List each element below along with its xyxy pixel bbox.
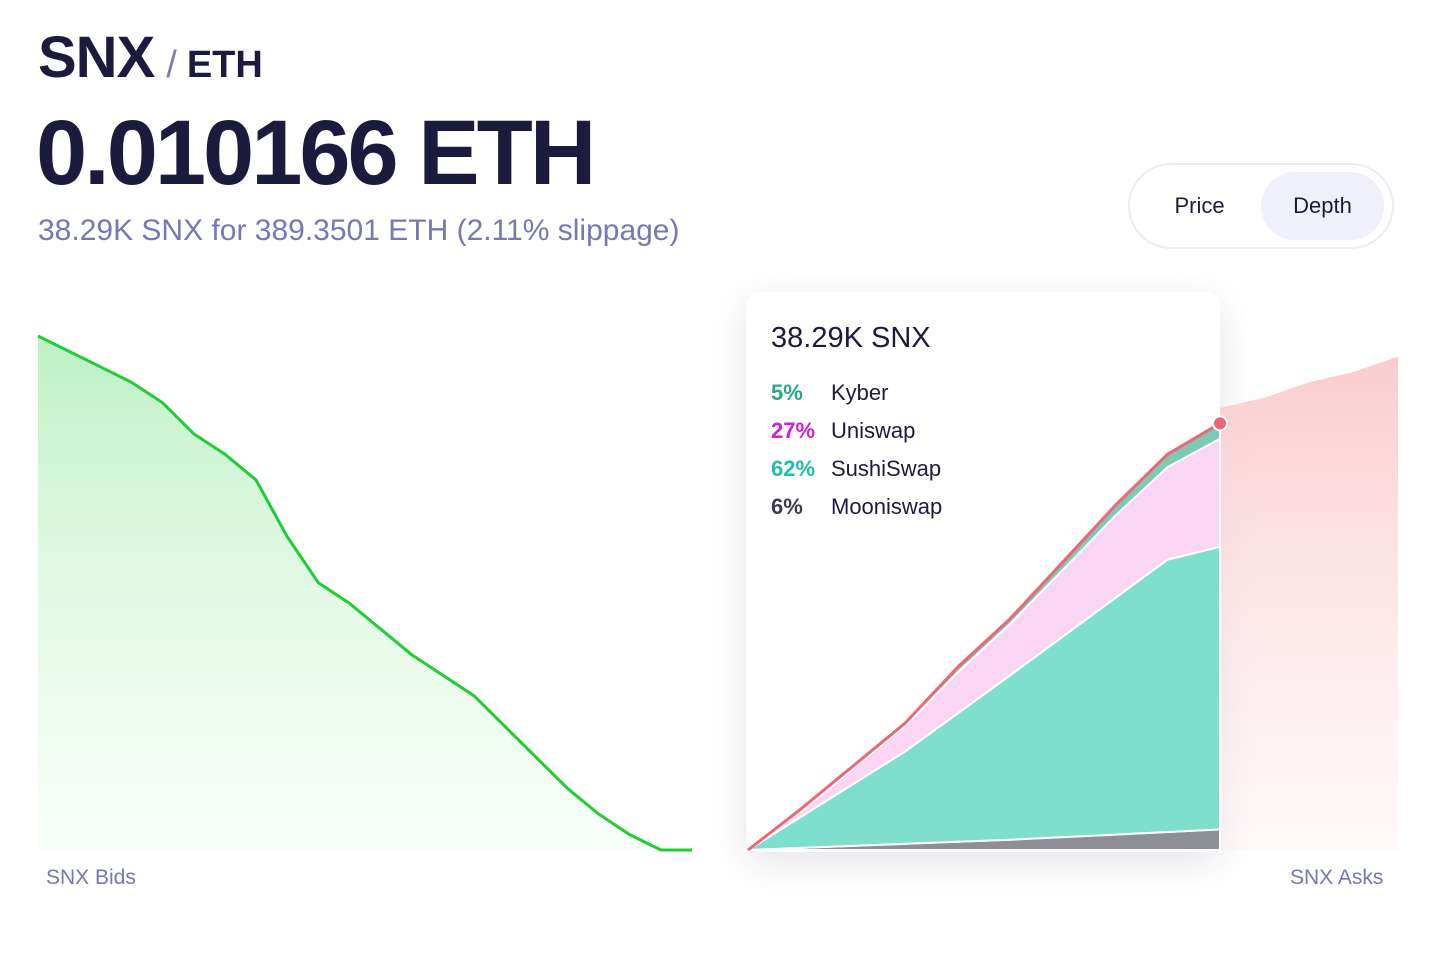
source-row-kyber: 5% Kyber: [771, 380, 888, 406]
source-name: Kyber: [831, 380, 889, 405]
source-pct: 5%: [771, 380, 803, 405]
asks-total-line: [747, 422, 1221, 852]
source-row-mooniswap: 6% Mooniswap: [771, 494, 942, 520]
source-pct: 27%: [771, 418, 816, 443]
depth-toggle-button[interactable]: Depth: [1261, 172, 1384, 240]
current-price: 0.010166 ETH: [36, 102, 596, 204]
tooltip-title: 38.29K SNX: [771, 322, 931, 354]
source-name: Uniswap: [831, 418, 916, 443]
source-row-uniswap: 27% Uniswap: [771, 418, 915, 444]
source-pct: 6%: [771, 494, 803, 519]
asks-axis-label: SNX Asks: [1290, 866, 1384, 889]
pair-header: SNX / ETH: [38, 24, 263, 91]
bids-area: [38, 336, 692, 850]
source-name: SushiSwap: [831, 456, 942, 481]
chart-mode-toggle: Price Depth: [1128, 163, 1394, 249]
pair-quote: ETH: [186, 44, 263, 86]
bids-axis-label: SNX Bids: [46, 866, 136, 889]
asks-stacked-series: [744, 415, 1228, 852]
pair-base: SNX: [38, 25, 155, 90]
source-row-sushiswap: 62% SushiSwap: [771, 456, 941, 482]
asks-extension-area: [1220, 356, 1398, 850]
price-toggle-button[interactable]: Price: [1174, 193, 1225, 218]
source-pct: 62%: [771, 456, 816, 481]
bids-line: [37, 334, 692, 852]
bids-series: [37, 334, 692, 852]
pair-separator: /: [166, 44, 177, 86]
trade-summary: 38.29K SNX for 389.3501 ETH (2.11% slipp…: [38, 214, 680, 247]
source-name: Mooniswap: [831, 494, 943, 519]
asks-cursor-dot: [1212, 415, 1228, 432]
asks-extension-series: [1220, 356, 1398, 850]
